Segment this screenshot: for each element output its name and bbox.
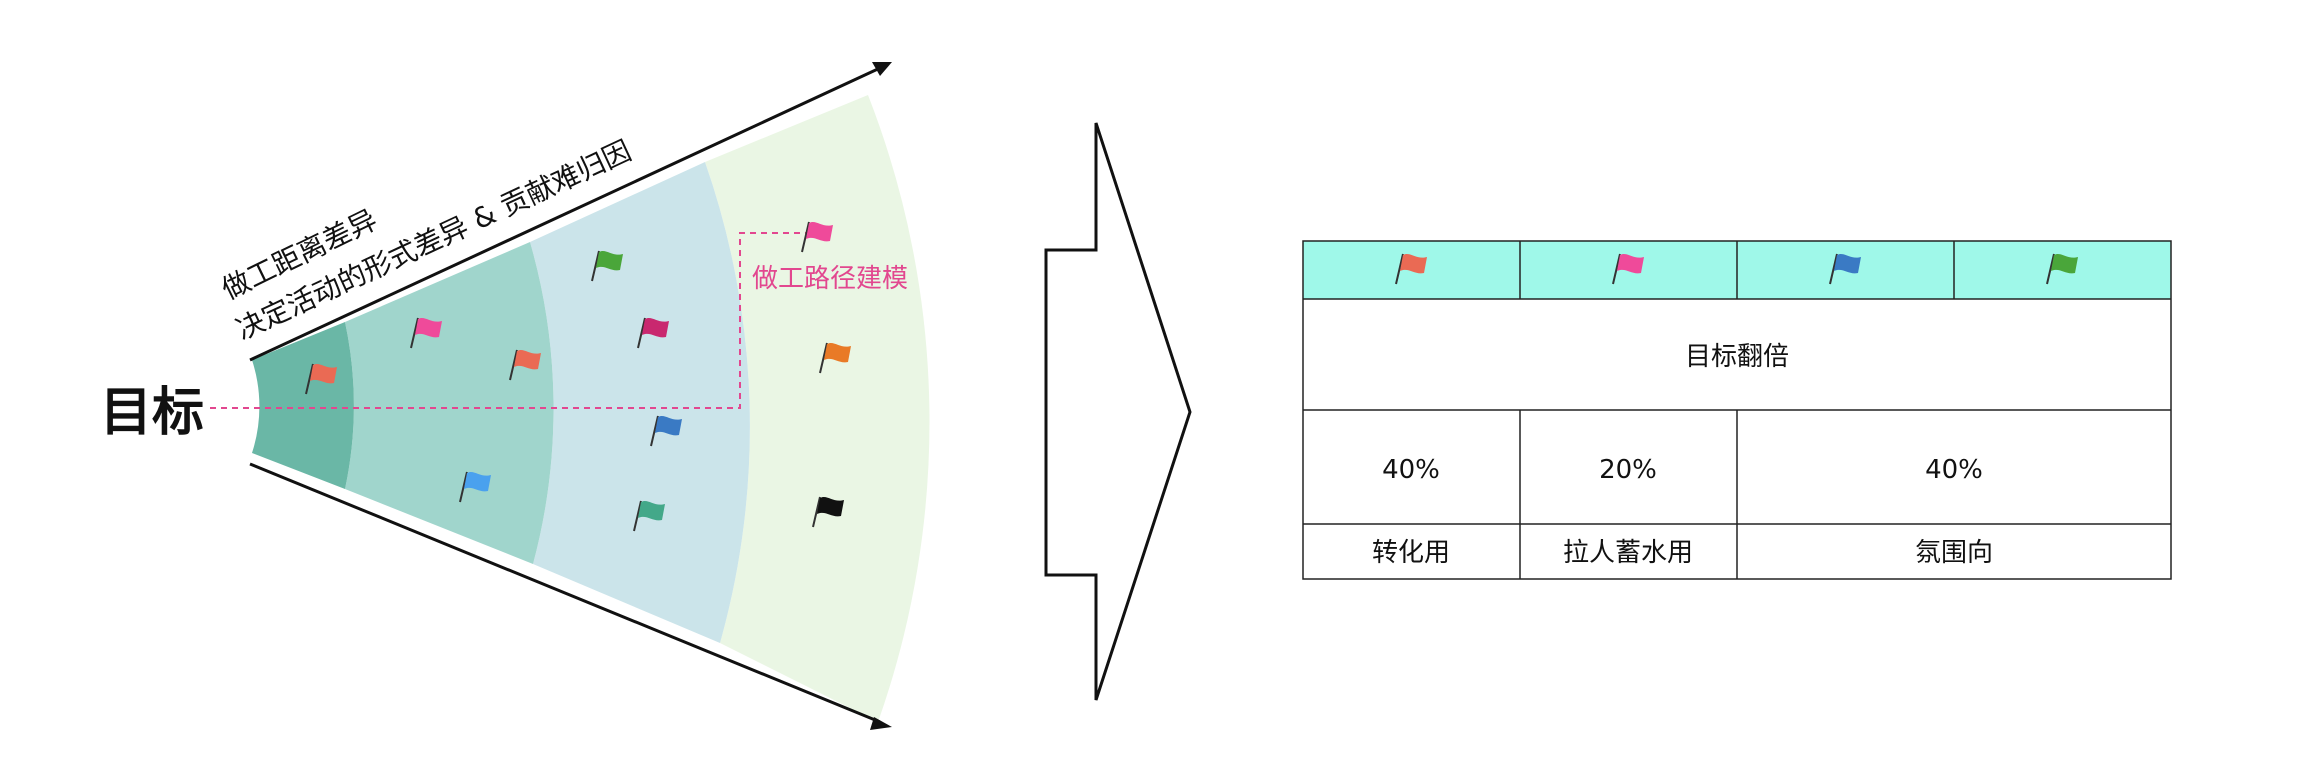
flag-4-icon xyxy=(459,471,491,503)
percent-cell-3: 40% xyxy=(1925,455,1983,485)
lower-boundary-arrow xyxy=(249,462,892,730)
goal-table: 目标翻倍 40% 20% 40% 转化用 拉人蓄水用 氛围向 xyxy=(1302,240,2172,580)
table-header-flags xyxy=(1395,253,2078,285)
header-flag-2-icon xyxy=(1612,253,1644,285)
header-flag-3-icon xyxy=(1829,253,1861,285)
fan-flags xyxy=(305,221,851,532)
work-path-line xyxy=(210,232,812,409)
flag-8-icon xyxy=(633,500,665,532)
transition-arrow xyxy=(1044,122,1192,701)
percent-cell-1: 40% xyxy=(1382,455,1440,485)
fan-band-outer xyxy=(705,95,930,722)
header-flag-4-icon xyxy=(2046,253,2078,285)
category-cell-3: 氛围向 xyxy=(1915,538,1993,568)
flag-10-icon xyxy=(819,342,851,374)
fan-band-inner xyxy=(252,322,354,489)
goal-label: 目标 xyxy=(100,383,204,443)
flag-9-icon xyxy=(801,221,833,253)
table-goal-cell: 目标翻倍 xyxy=(1685,342,1789,372)
header-flag-1-icon xyxy=(1395,253,1427,285)
flag-11-icon xyxy=(812,496,844,528)
percent-cell-2: 20% xyxy=(1599,455,1657,485)
fan-band-3 xyxy=(530,162,750,643)
fan-band-2 xyxy=(345,242,554,564)
upper-boundary-arrow xyxy=(249,62,892,362)
flag-6-icon xyxy=(637,317,669,349)
category-cell-2: 拉人蓄水用 xyxy=(1563,538,1693,568)
flag-7-icon xyxy=(650,415,682,447)
flag-5-icon xyxy=(591,250,623,282)
flag-3-icon xyxy=(509,349,541,381)
path-label: 做工路径建模 xyxy=(752,264,908,294)
category-cell-1: 转化用 xyxy=(1372,538,1450,568)
flag-2-icon xyxy=(410,317,442,349)
flag-1-icon xyxy=(305,363,337,395)
